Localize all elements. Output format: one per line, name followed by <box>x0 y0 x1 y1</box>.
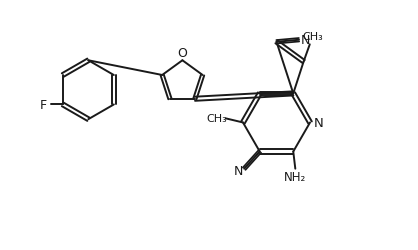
Text: O: O <box>178 46 187 59</box>
Text: NH₂: NH₂ <box>284 170 306 183</box>
Text: F: F <box>40 98 47 112</box>
Text: CH₃: CH₃ <box>206 113 227 123</box>
Text: CH₃: CH₃ <box>302 32 323 42</box>
Text: N: N <box>233 164 243 177</box>
Text: N: N <box>314 116 324 130</box>
Text: N: N <box>301 34 310 47</box>
